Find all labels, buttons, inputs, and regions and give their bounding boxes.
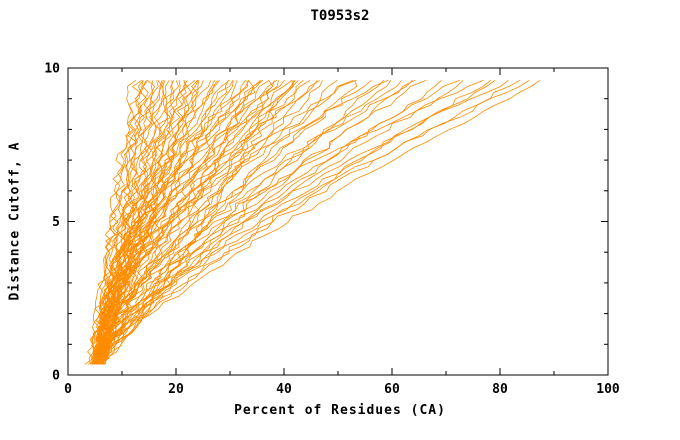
svg-text:0: 0 bbox=[52, 369, 60, 384]
svg-text:40: 40 bbox=[276, 382, 292, 397]
svg-text:0: 0 bbox=[64, 382, 72, 397]
svg-text:100: 100 bbox=[596, 382, 620, 397]
svg-text:20: 20 bbox=[168, 382, 184, 397]
x-axis-label: Percent of Residues (CA) bbox=[234, 403, 446, 418]
svg-text:10: 10 bbox=[44, 62, 60, 77]
svg-text:80: 80 bbox=[492, 382, 508, 397]
chart-title: T0953s2 bbox=[310, 8, 370, 24]
svg-text:60: 60 bbox=[384, 382, 400, 397]
svg-text:5: 5 bbox=[52, 215, 60, 230]
